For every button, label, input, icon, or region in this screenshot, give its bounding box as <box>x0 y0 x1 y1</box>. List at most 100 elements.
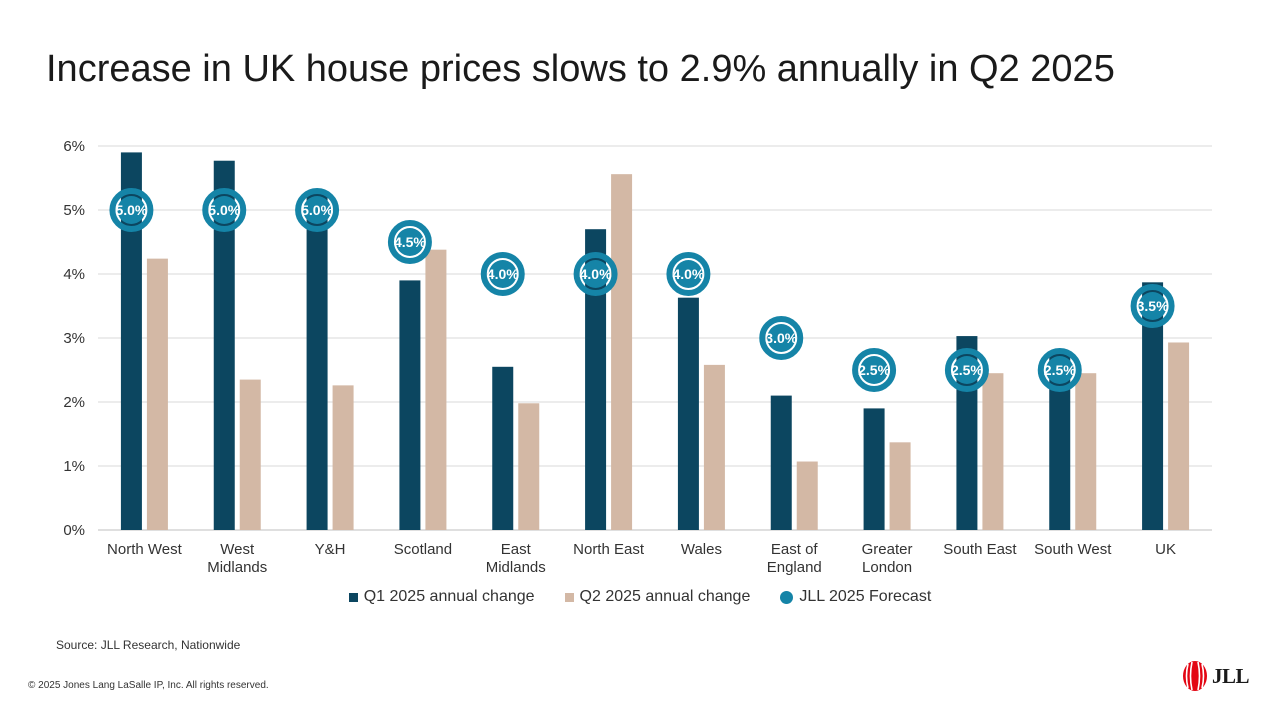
bar-q1 <box>677 297 699 530</box>
legend-label-q1: Q1 2025 annual change <box>363 588 535 605</box>
bar-q1 <box>306 194 328 530</box>
chart-legend: Q1 2025 annual change Q2 2025 annual cha… <box>0 588 1280 606</box>
bar-q2 <box>611 174 633 530</box>
forecast-marker-fill <box>860 356 889 384</box>
y-tick-label: 3% <box>63 330 85 347</box>
copyright-note: © 2025 Jones Lang LaSalle IP, Inc. All r… <box>28 680 269 691</box>
x-tick-label: North West <box>107 541 183 558</box>
forecast-marker-fill <box>1045 356 1074 384</box>
forecast-marker: 5.0% <box>109 188 154 232</box>
bar-q1 <box>492 366 514 530</box>
x-tick-label: South East <box>943 541 1017 558</box>
bar-q1 <box>399 280 421 530</box>
forecast-marker-fill <box>581 260 610 288</box>
bar-q2 <box>1168 342 1190 530</box>
forecast-marker: 3.5% <box>1130 284 1175 328</box>
x-tick-label: East Midlands <box>486 541 546 576</box>
forecast-label: 3.0% <box>765 330 797 346</box>
forecast-marker-ring <box>109 188 154 232</box>
forecast-marker: 2.5% <box>944 348 989 392</box>
forecast-marker-fill <box>767 324 796 352</box>
forecast-label: 5.0% <box>208 202 240 218</box>
forecast-marker-ring <box>573 252 618 296</box>
forecast-marker-fill <box>488 260 517 288</box>
x-tick-label: North East <box>573 541 645 558</box>
forecast-marker-ring <box>666 252 711 296</box>
legend-item-q1: Q1 2025 annual change <box>348 588 535 606</box>
x-tick-label: Greater London <box>862 541 913 576</box>
jll-logo-icon <box>1183 661 1207 691</box>
forecast-marker-ring <box>387 220 432 264</box>
forecast-label: 4.0% <box>487 266 519 282</box>
gridlines <box>98 145 1212 531</box>
forecast-label: 2.5% <box>858 362 890 378</box>
bar-q2 <box>332 385 354 530</box>
forecast-marker-fill <box>117 196 146 224</box>
forecast-marker: 4.5% <box>387 220 432 264</box>
legend-label-forecast: JLL 2025 Forecast <box>799 588 932 605</box>
x-tick-label: UK <box>1155 541 1176 558</box>
bar-q1 <box>863 408 885 530</box>
y-tick-label: 1% <box>63 458 85 475</box>
x-tick-label: South West <box>1034 541 1112 558</box>
y-tick-label: 5% <box>63 202 85 219</box>
forecast-marker: 3.0% <box>759 316 804 360</box>
legend-label-q2: Q2 2025 annual change <box>579 588 751 605</box>
jll-logo: JLL <box>1182 660 1250 692</box>
x-tick-label: West Midlands <box>207 541 267 576</box>
forecast-marker-ring <box>295 188 340 232</box>
forecast-label: 4.5% <box>394 234 426 250</box>
x-tick-label: Scotland <box>394 541 452 558</box>
y-tick-label: 6% <box>63 138 85 155</box>
bar-q2 <box>1075 373 1097 530</box>
bar-q2 <box>425 249 447 530</box>
forecast-marker-fill <box>395 228 424 256</box>
forecast-label: 2.5% <box>951 362 983 378</box>
bar-q2 <box>146 258 168 530</box>
bar-q1 <box>585 229 607 530</box>
forecast-marker-ring <box>759 316 804 360</box>
jll-logo-text: JLL <box>1212 663 1250 688</box>
bars <box>120 152 1190 530</box>
bar-chart: 0% 1% 2% 3% 4% 5% 6% 5.0% 5.0% 5.0% 4.5% 4.0% 4.0% 4… <box>63 138 1212 576</box>
forecast-marker: 5.0% <box>295 188 340 232</box>
forecast-marker: 5.0% <box>202 188 247 232</box>
forecast-markers: 5.0% 5.0% 5.0% 4.5% 4.0% 4.0% 4.0% 3.0% 2.5% 2.5%… <box>109 188 1175 392</box>
forecast-marker-ring <box>852 348 897 392</box>
legend-swatch-forecast <box>780 590 794 604</box>
forecast-marker-ring <box>1130 284 1175 328</box>
forecast-marker-ring <box>1037 348 1082 392</box>
bar-q2 <box>889 442 911 530</box>
bar-q1 <box>1142 282 1164 530</box>
legend-item-q2: Q2 2025 annual change <box>564 588 751 606</box>
bar-q2 <box>703 364 725 530</box>
bar-q1 <box>1049 352 1071 530</box>
y-tick-label: 4% <box>63 266 85 283</box>
forecast-marker-ring <box>944 348 989 392</box>
bar-q1 <box>770 395 792 530</box>
legend-swatch-q2 <box>564 592 574 602</box>
forecast-marker-fill <box>303 196 332 224</box>
bar-q2 <box>518 403 540 530</box>
y-axis-ticks: 0% 1% 2% 3% 4% 5% 6% <box>63 138 85 539</box>
x-tick-label: Y&H <box>315 541 346 558</box>
forecast-marker-fill <box>952 356 981 384</box>
forecast-label: 4.0% <box>672 266 704 282</box>
forecast-marker: 2.5% <box>852 348 897 392</box>
y-tick-label: 0% <box>63 522 85 539</box>
forecast-marker-ring <box>480 252 525 296</box>
x-tick-label: East of England <box>767 541 822 576</box>
legend-item-forecast: JLL 2025 Forecast <box>780 588 931 606</box>
bar-q1 <box>956 336 978 530</box>
forecast-label: 4.0% <box>580 266 612 282</box>
x-axis-labels: North West West Midlands Y&H Scotland East Mid… <box>107 541 1176 576</box>
forecast-marker: 4.0% <box>480 252 525 296</box>
forecast-marker: 2.5% <box>1037 348 1082 392</box>
bar-q2 <box>982 373 1004 530</box>
forecast-marker: 4.0% <box>666 252 711 296</box>
forecast-marker-fill <box>210 196 239 224</box>
forecast-marker: 4.0% <box>573 252 618 296</box>
forecast-label: 5.0% <box>115 202 147 218</box>
forecast-label: 3.5% <box>1137 298 1169 314</box>
bar-q2 <box>239 379 261 530</box>
